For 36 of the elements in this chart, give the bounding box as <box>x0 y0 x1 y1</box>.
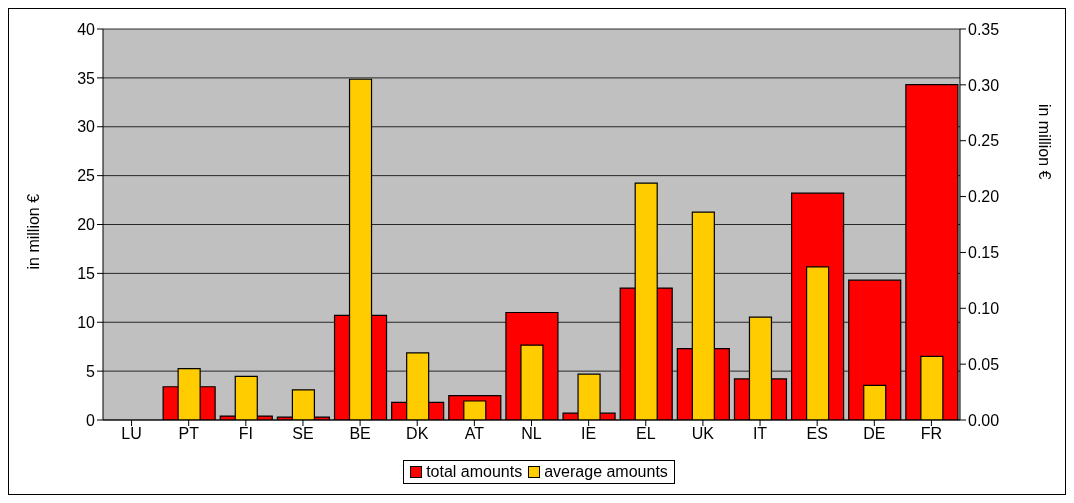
x-tick-label: LU <box>121 425 142 443</box>
x-tick-label: ES <box>806 425 828 443</box>
y-tick-label: 40 <box>77 20 96 38</box>
y2-tick-label: 0.10 <box>968 299 1000 317</box>
x-tick-label: IT <box>752 425 768 443</box>
x-tick-label: AT <box>464 425 485 443</box>
x-tick-label: BE <box>349 425 371 443</box>
y-tick-label: 30 <box>77 118 96 136</box>
y-tick-label: 35 <box>77 69 96 87</box>
x-tick-label: FR <box>920 425 943 443</box>
y-tick-label: 15 <box>77 265 96 283</box>
x-tick-label: PT <box>178 425 200 443</box>
y2-tick-label: 0.35 <box>968 20 1000 38</box>
y2-tick-label: 0.30 <box>968 76 1000 94</box>
y2-tick-label: 0.05 <box>968 355 1000 373</box>
x-tick-label: DK <box>406 425 429 443</box>
y-tick-label: 0 <box>86 411 96 429</box>
y2-tick-label: 0.15 <box>968 244 1000 262</box>
y-tick-label: 10 <box>77 313 96 331</box>
x-tick-label: DE <box>863 425 886 443</box>
y2-tick-label: 0.00 <box>968 411 1000 429</box>
x-tick-label: NL <box>521 425 542 443</box>
y2-tick-label: 0.20 <box>968 188 1000 206</box>
y2-axis-title: in million € <box>1036 103 1054 180</box>
x-tick-label: UK <box>691 425 715 443</box>
y-tick-label: 20 <box>77 216 96 234</box>
x-tick-label: FI <box>238 425 253 443</box>
y-tick-label: 25 <box>77 167 96 185</box>
legend-label: total amounts <box>425 463 523 481</box>
legend-label: average amounts <box>543 463 668 481</box>
x-tick-label: SE <box>292 425 314 443</box>
y-axis-title: in million € <box>24 193 42 270</box>
x-tick-label: EL <box>635 425 656 443</box>
y2-tick-label: 0.25 <box>968 132 1000 150</box>
x-tick-label: IE <box>581 425 597 443</box>
y-tick-label: 5 <box>86 362 96 380</box>
